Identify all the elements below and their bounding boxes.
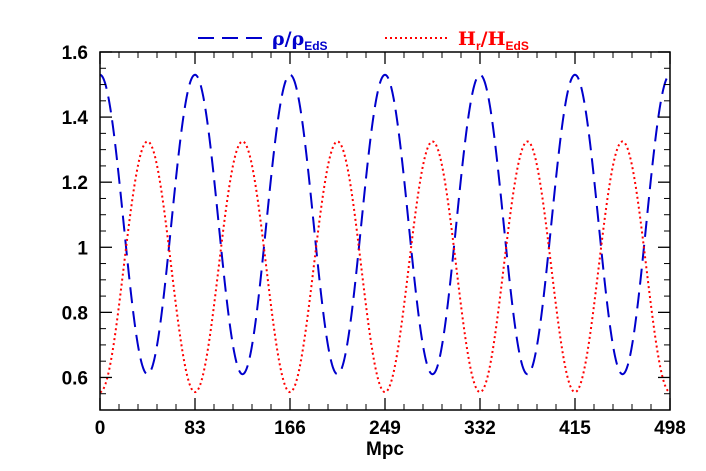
y-tick-label: 1.2 bbox=[62, 173, 88, 194]
x-axis-label: Mpc bbox=[366, 439, 404, 460]
y-tick-label: 1 bbox=[77, 238, 88, 259]
y-tick-label: 0.6 bbox=[62, 368, 88, 389]
x-tick-label: 332 bbox=[464, 418, 496, 439]
legend: ρ/ρEdS Hr/HEdS bbox=[198, 28, 529, 53]
x-tick-label: 0 bbox=[95, 418, 106, 439]
series-layer bbox=[100, 73, 670, 394]
y-tick-label: 1.4 bbox=[62, 108, 89, 129]
x-tick-label: 498 bbox=[654, 418, 686, 439]
ticks-layer bbox=[99, 51, 671, 411]
y-tick-label: 0.8 bbox=[62, 303, 88, 324]
legend-label-rho: ρ/ρEdS bbox=[272, 28, 328, 53]
series-line-1 bbox=[100, 140, 670, 394]
y-tick-label: 1.6 bbox=[62, 43, 88, 64]
x-tick-label: 415 bbox=[559, 418, 591, 439]
legend-label-h: Hr/HEdS bbox=[458, 28, 529, 53]
tick-labels-layer: 0 83 166 249 332 415 498 0.6 0.8 1 1.2 1.4 1.6 bbox=[62, 43, 686, 439]
x-tick-label: 166 bbox=[274, 418, 306, 439]
x-tick-label: 83 bbox=[184, 418, 205, 439]
x-tick-label: 249 bbox=[369, 418, 401, 439]
series-line-0 bbox=[100, 73, 670, 376]
